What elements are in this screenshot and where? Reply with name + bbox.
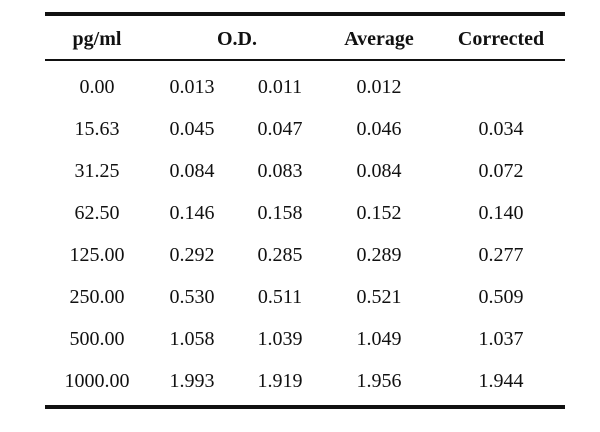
table-row: 250.00 0.530 0.511 0.521 0.509: [45, 276, 565, 318]
cell-od-1: 0.530: [169, 285, 215, 308]
cell-concentration: 125.00: [69, 243, 125, 266]
cell-concentration: 31.25: [74, 159, 120, 182]
table-body: 0.00 0.013 0.011 0.012 15.63 0.045 0.047…: [45, 61, 565, 405]
cell-od-1: 0.292: [169, 243, 215, 266]
table-header-row: pg/ml O.D. Average Corrected: [45, 16, 565, 59]
cell-od-1: 0.013: [169, 75, 215, 98]
cell-average: 1.049: [356, 327, 402, 350]
cell-od-2: 1.919: [257, 369, 303, 392]
cell-corrected: 0.072: [478, 159, 524, 182]
cell-od-2: 0.511: [257, 285, 303, 308]
table-row: 15.63 0.045 0.047 0.046 0.034: [45, 108, 565, 150]
cell-od-2: 0.047: [257, 117, 303, 140]
table-row: 125.00 0.292 0.285 0.289 0.277: [45, 234, 565, 276]
header-average: Average: [344, 28, 414, 50]
cell-corrected: 0.140: [478, 201, 524, 224]
standard-curve-table: pg/ml O.D. Average Corrected 0.00 0.013 …: [45, 12, 565, 409]
cell-corrected: 0.509: [478, 285, 524, 308]
cell-od-1: 0.146: [169, 201, 215, 224]
cell-average: 0.046: [356, 117, 402, 140]
header-concentration: pg/ml: [72, 28, 122, 50]
table-bottom-rule: [45, 405, 565, 409]
header-corrected: Corrected: [457, 28, 545, 50]
cell-average: 0.012: [356, 75, 402, 98]
cell-concentration: 1000.00: [64, 369, 130, 392]
cell-od-2: 0.083: [257, 159, 303, 182]
table-top-rule: [45, 12, 565, 16]
cell-average: 0.289: [356, 243, 402, 266]
cell-od-2: 0.011: [257, 75, 303, 98]
cell-average: 0.521: [356, 285, 402, 308]
cell-od-2: 0.285: [257, 243, 303, 266]
table-row: 1000.00 1.993 1.919 1.956 1.944: [45, 360, 565, 402]
table-row: 0.00 0.013 0.011 0.012: [45, 66, 565, 108]
cell-concentration: 0.00: [79, 75, 115, 98]
cell-concentration: 250.00: [69, 285, 125, 308]
cell-average: 0.152: [356, 201, 402, 224]
header-od: O.D.: [217, 28, 257, 50]
cell-concentration: 62.50: [74, 201, 120, 224]
cell-corrected: 1.944: [478, 369, 524, 392]
cell-od-2: 0.158: [257, 201, 303, 224]
cell-od-1: 1.058: [169, 327, 215, 350]
cell-corrected: 0.034: [478, 117, 524, 140]
table-row: 500.00 1.058 1.039 1.049 1.037: [45, 318, 565, 360]
cell-concentration: 500.00: [69, 327, 125, 350]
cell-average: 1.956: [356, 369, 402, 392]
cell-average: 0.084: [356, 159, 402, 182]
table-row: 31.25 0.084 0.083 0.084 0.072: [45, 150, 565, 192]
table-row: 62.50 0.146 0.158 0.152 0.140: [45, 192, 565, 234]
cell-corrected: 1.037: [478, 327, 524, 350]
cell-od-2: 1.039: [257, 327, 303, 350]
cell-od-1: 1.993: [169, 369, 215, 392]
cell-concentration: 15.63: [74, 117, 120, 140]
cell-od-1: 0.045: [169, 117, 215, 140]
cell-od-1: 0.084: [169, 159, 215, 182]
cell-corrected: 0.277: [478, 243, 524, 266]
table-header-rule: [45, 59, 565, 61]
